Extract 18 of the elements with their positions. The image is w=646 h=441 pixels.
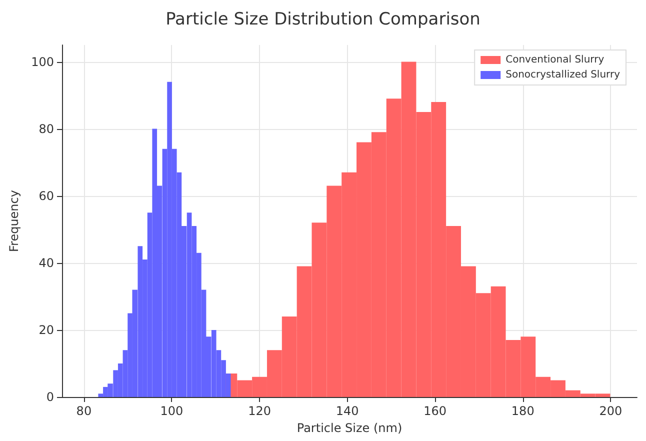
x-axis-title: Particle Size (nm) <box>296 420 402 435</box>
y-tick-label: 80 <box>38 122 54 136</box>
x-tick-label: 160 <box>424 404 447 418</box>
x-tick-label: 140 <box>336 404 359 418</box>
y-axis-title: Frequency <box>7 190 22 252</box>
y-tick-label: 40 <box>38 256 54 270</box>
y-tick-label: 0 <box>46 390 54 404</box>
x-tick-label: 100 <box>160 404 184 418</box>
chart-title: Particle Size Distribution Comparison <box>166 10 480 30</box>
y-tick-label: 60 <box>38 188 54 203</box>
x-tick-label: 200 <box>599 404 622 418</box>
legend-label: Sonocrystallized Slurry <box>506 70 620 80</box>
legend-label: Conventional Slurry <box>506 54 604 66</box>
x-tick-label: 80 <box>76 404 92 418</box>
x-tick-label: 120 <box>248 404 271 418</box>
x-tick-label: 180 <box>511 404 534 418</box>
y-tick-label: 20 <box>38 322 54 337</box>
y-tick-label: 100 <box>31 54 54 69</box>
